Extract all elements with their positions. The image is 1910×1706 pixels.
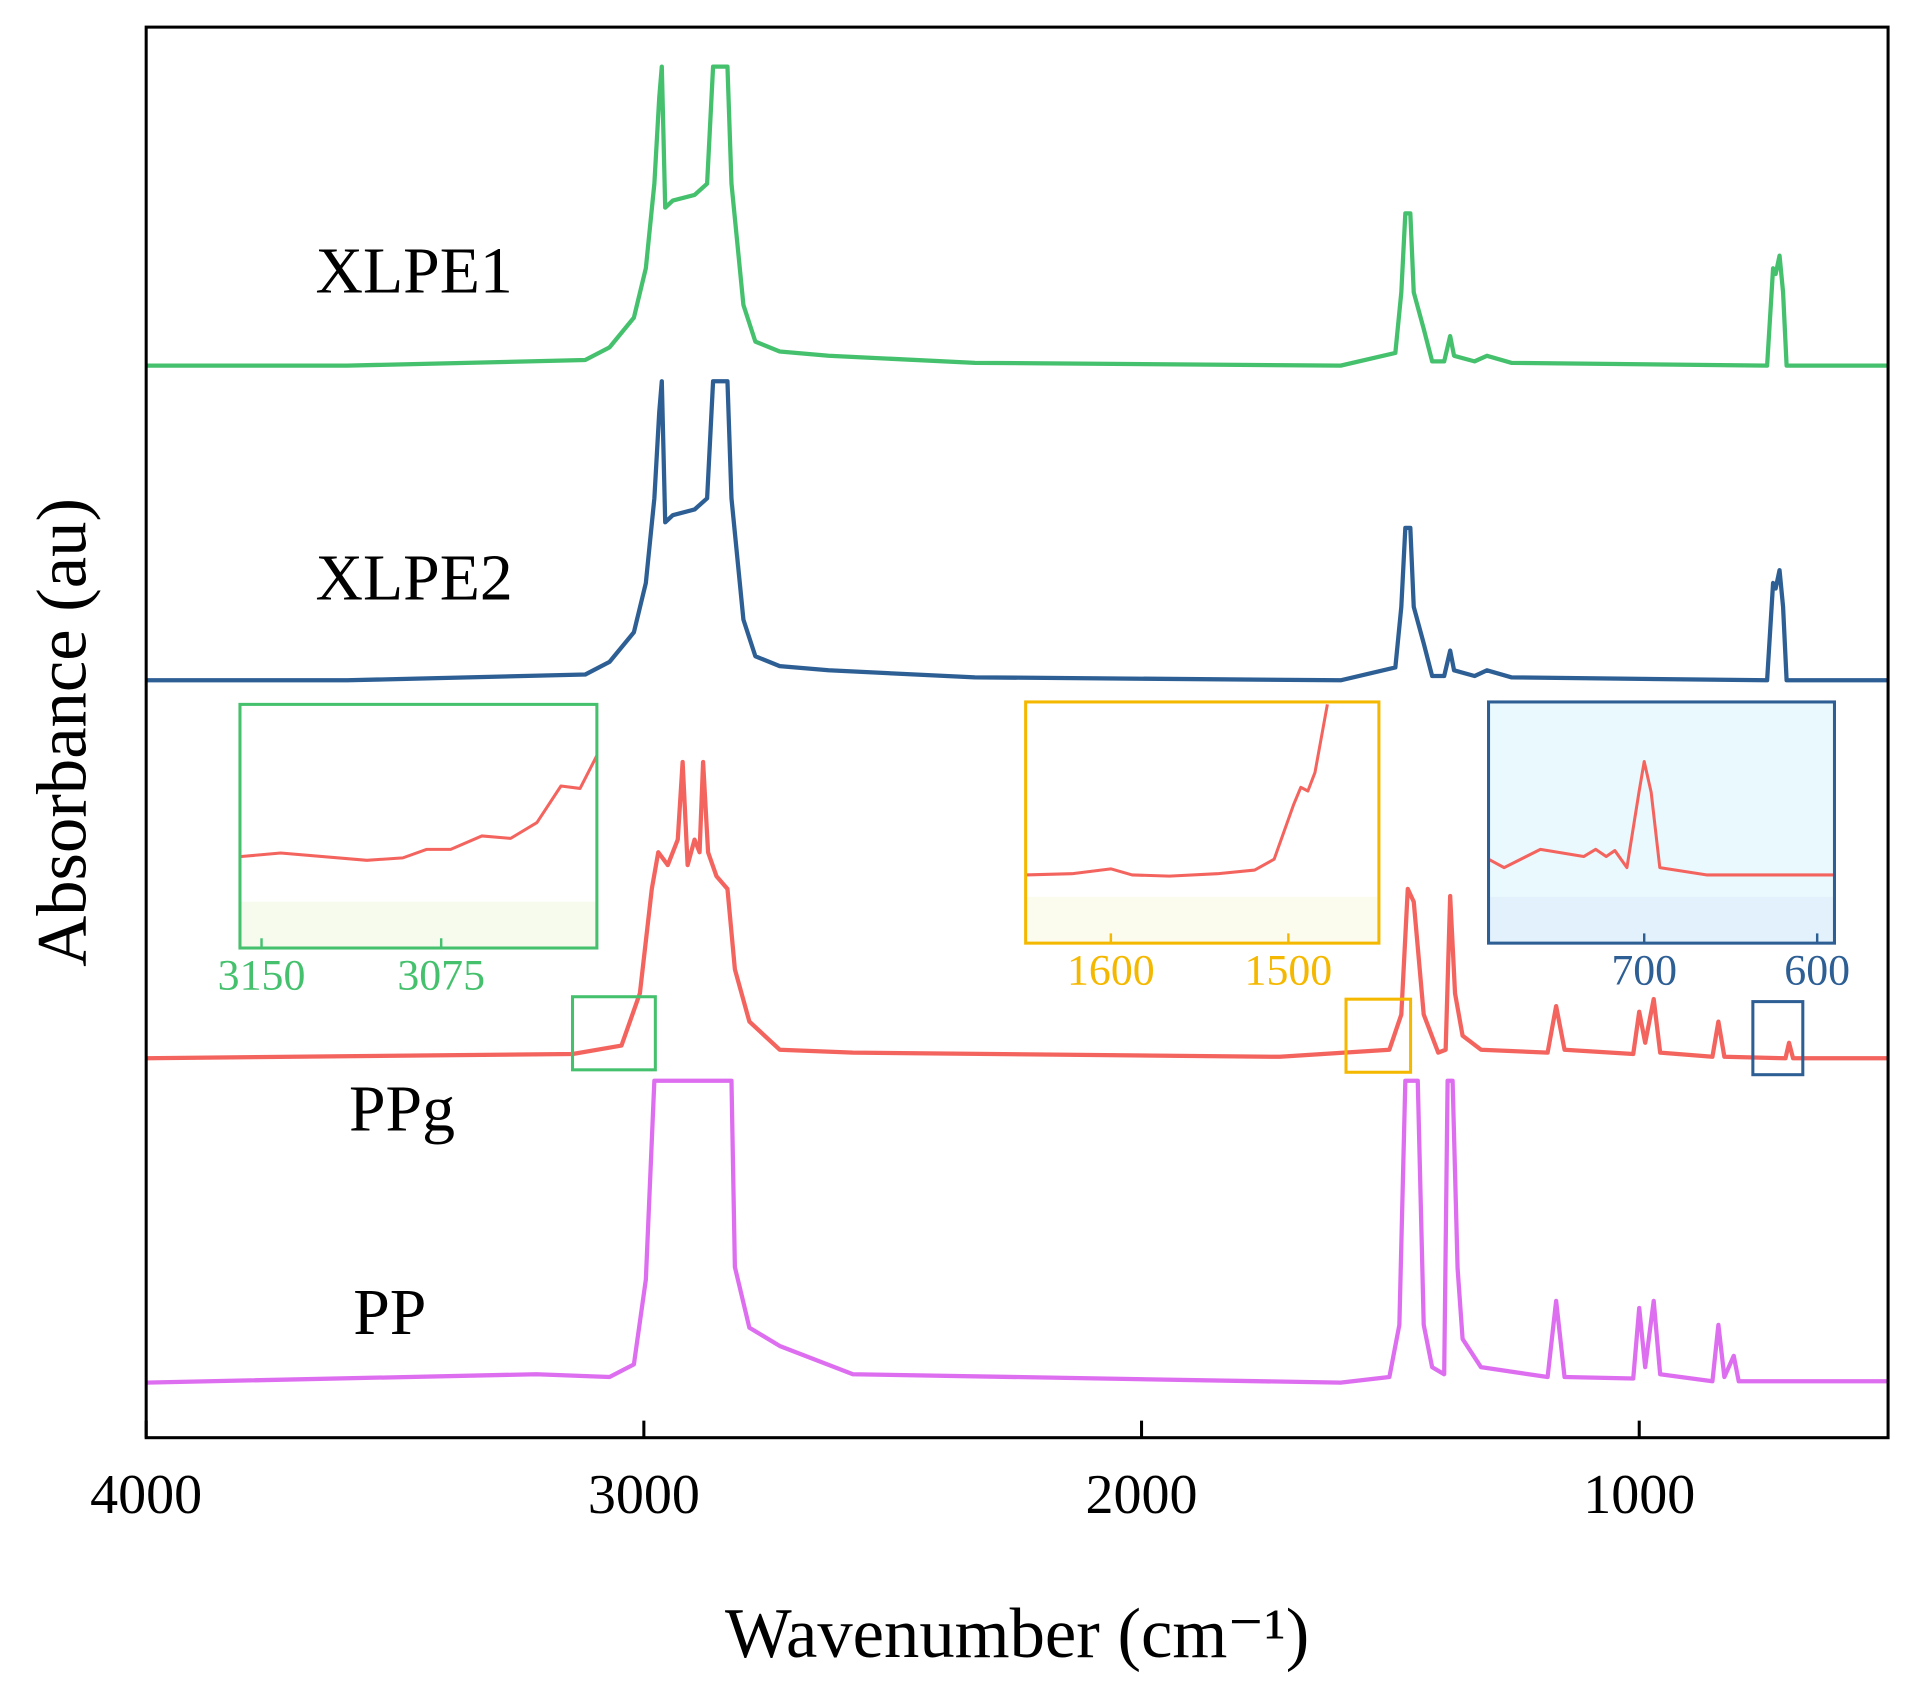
inset-band (1488, 896, 1835, 944)
series-line (146, 64, 1889, 368)
series-label: XLPE2 (316, 542, 513, 615)
series-label: PP (353, 1276, 426, 1349)
inset-x-tick-label: 600 (1784, 947, 1850, 995)
series-label: PPg (349, 1073, 455, 1146)
x-tick-label: 3000 (588, 1464, 700, 1526)
inset-x-tick-label: 3150 (218, 951, 306, 999)
inset-x-tick-label: 1500 (1245, 947, 1333, 995)
x-tick-label: 2000 (1086, 1464, 1198, 1526)
inset-x-tick-label: 1600 (1067, 947, 1155, 995)
series-line (146, 1078, 1889, 1385)
inset-band (239, 901, 597, 949)
inset-x-tick-label: 700 (1611, 947, 1677, 995)
y-axis-label: Absorbance (au) (23, 498, 101, 967)
x-axis-label: Wavenumber (cm⁻¹) (725, 1595, 1309, 1673)
inset-frame (1024, 700, 1381, 945)
inset-frame (1487, 700, 1836, 945)
zoom-marker (1751, 1000, 1805, 1077)
series-line (1487, 759, 1835, 877)
series-line (146, 379, 1889, 683)
zoom-marker (1344, 997, 1413, 1074)
plot-frame (144, 25, 1890, 1440)
x-tick-label: 4000 (90, 1464, 202, 1526)
series-label: XLPE1 (316, 235, 513, 308)
zoom-marker (570, 995, 657, 1072)
x-tick-label: 1000 (1583, 1464, 1695, 1526)
series-line (239, 754, 599, 862)
inset-band (1025, 896, 1379, 944)
inset-x-tick-label: 3075 (397, 951, 485, 999)
series-line (1025, 704, 1329, 878)
series-line (146, 759, 1889, 1061)
inset-frame (238, 702, 599, 950)
